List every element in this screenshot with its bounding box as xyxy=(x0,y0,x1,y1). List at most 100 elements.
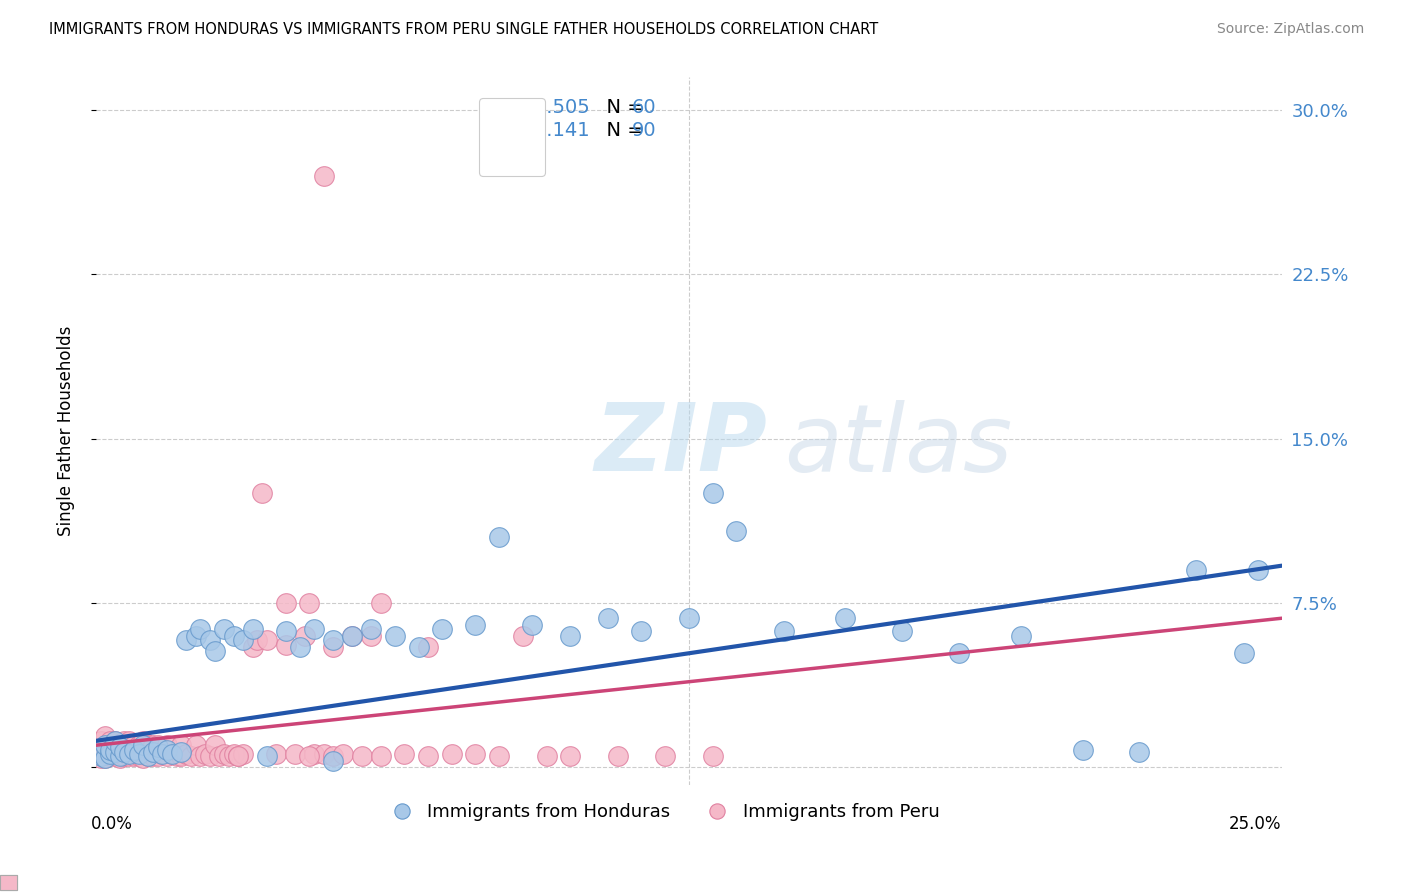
Point xyxy=(142,749,165,764)
Point xyxy=(232,633,254,648)
Point xyxy=(212,747,235,761)
Point xyxy=(132,734,155,748)
Point xyxy=(118,749,141,764)
Point xyxy=(322,749,344,764)
Text: R =: R = xyxy=(496,97,540,117)
Point xyxy=(1185,563,1208,577)
Point xyxy=(322,640,344,654)
Point xyxy=(108,740,131,755)
Point xyxy=(274,638,297,652)
Point xyxy=(298,596,321,610)
Point xyxy=(198,749,221,764)
Point xyxy=(174,633,197,648)
Point xyxy=(242,622,264,636)
Point xyxy=(630,624,652,639)
Point xyxy=(598,611,620,625)
Text: N =: N = xyxy=(593,121,650,140)
Point xyxy=(142,745,165,759)
Point xyxy=(536,749,558,764)
Point xyxy=(94,738,117,752)
Point xyxy=(208,749,231,764)
Point xyxy=(204,738,226,752)
Point xyxy=(416,749,439,764)
Point xyxy=(464,747,486,761)
Point xyxy=(142,738,165,752)
Point xyxy=(294,629,316,643)
Point xyxy=(98,749,121,764)
Text: 0.505: 0.505 xyxy=(534,97,591,117)
Point xyxy=(118,742,141,756)
Point xyxy=(118,734,141,748)
Point xyxy=(312,169,335,183)
Point xyxy=(170,749,193,764)
Point xyxy=(246,633,269,648)
Point xyxy=(108,751,131,765)
Point xyxy=(1128,745,1150,759)
Point xyxy=(146,738,169,752)
Point xyxy=(1233,646,1256,660)
Point xyxy=(190,622,212,636)
Point xyxy=(128,738,150,752)
Point xyxy=(702,486,724,500)
Text: N =: N = xyxy=(593,97,650,117)
Point xyxy=(212,622,235,636)
Point xyxy=(132,751,155,765)
Point xyxy=(440,747,463,761)
Point xyxy=(94,751,117,765)
Point xyxy=(136,738,159,752)
Point xyxy=(190,749,212,764)
Point xyxy=(98,742,121,756)
Point xyxy=(180,749,202,764)
Point xyxy=(1010,629,1032,643)
Text: 0.141: 0.141 xyxy=(534,121,591,140)
Point xyxy=(394,747,416,761)
Point xyxy=(198,633,221,648)
Text: 60: 60 xyxy=(631,97,657,117)
Point xyxy=(256,633,278,648)
Point xyxy=(118,747,141,761)
Point xyxy=(432,622,454,636)
Point xyxy=(170,745,193,759)
Point xyxy=(104,742,127,756)
Point xyxy=(725,524,748,538)
Point xyxy=(114,742,136,756)
Point xyxy=(274,596,297,610)
Point xyxy=(108,749,131,764)
Text: 0.0%: 0.0% xyxy=(91,815,134,833)
Point xyxy=(226,749,249,764)
Point xyxy=(302,622,325,636)
Point xyxy=(156,749,179,764)
Point xyxy=(108,745,131,759)
Text: 25.0%: 25.0% xyxy=(1229,815,1282,833)
Point xyxy=(114,734,136,748)
Point xyxy=(408,640,430,654)
Point xyxy=(226,749,249,764)
Point xyxy=(90,734,112,748)
Point xyxy=(1247,563,1270,577)
Point xyxy=(340,629,363,643)
Point xyxy=(350,749,373,764)
Point xyxy=(312,747,335,761)
Point xyxy=(204,644,226,658)
Point xyxy=(104,734,127,748)
Point xyxy=(256,749,278,764)
Point xyxy=(170,738,193,752)
Point xyxy=(98,734,121,748)
Point xyxy=(94,751,117,765)
Point xyxy=(1071,742,1094,756)
Point xyxy=(606,749,628,764)
Point xyxy=(94,747,117,761)
Point xyxy=(90,749,112,764)
Point xyxy=(128,747,150,761)
Text: IMMIGRANTS FROM HONDURAS VS IMMIGRANTS FROM PERU SINGLE FATHER HOUSEHOLDS CORREL: IMMIGRANTS FROM HONDURAS VS IMMIGRANTS F… xyxy=(49,22,879,37)
Point xyxy=(146,740,169,755)
Text: ZIP: ZIP xyxy=(593,400,766,491)
Point xyxy=(302,747,325,761)
Point xyxy=(146,749,169,764)
Point xyxy=(104,749,127,764)
Point xyxy=(322,754,344,768)
Point xyxy=(194,747,217,761)
Point xyxy=(288,640,311,654)
Point xyxy=(174,747,197,761)
Point xyxy=(560,749,582,764)
